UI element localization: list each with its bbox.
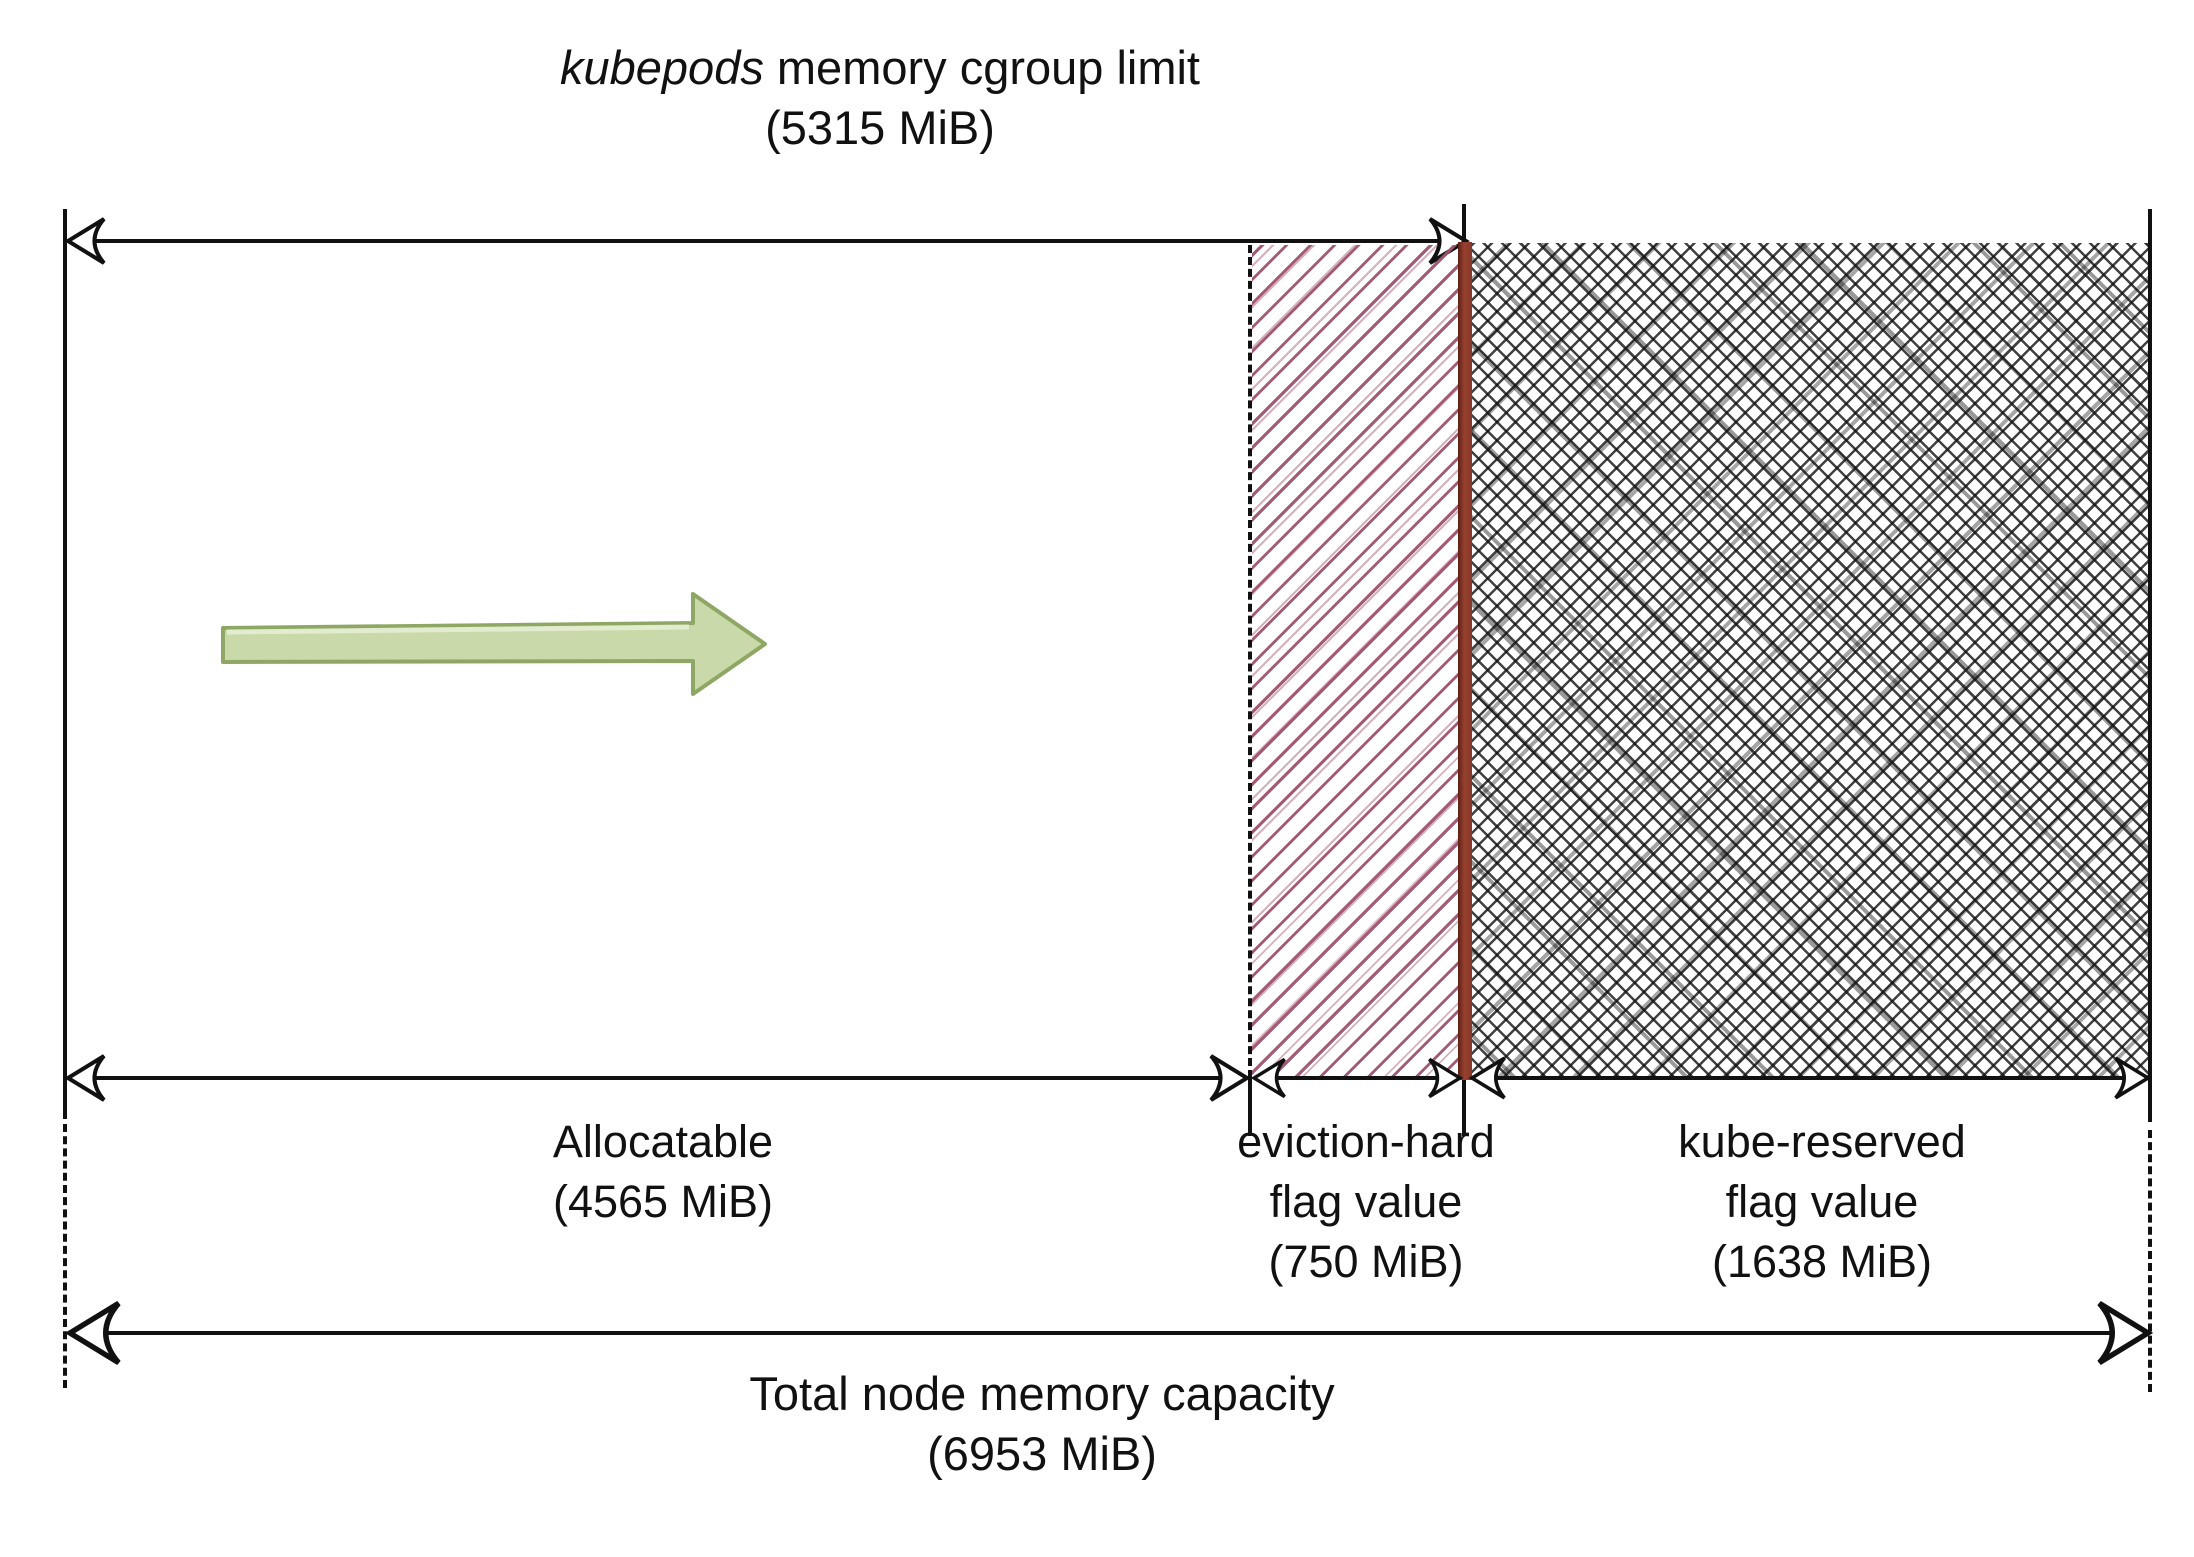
kubepods-limit-bottom-tick xyxy=(1462,1078,1466,1136)
kube-reserved-span-arrow xyxy=(1470,1056,2150,1100)
kube-reserved-label-value: (1638 MiB) xyxy=(1711,1236,1933,1287)
eviction-hard-label-value: (750 MiB) xyxy=(1268,1236,1464,1287)
eviction-threshold-dashed-line xyxy=(1248,245,1252,1078)
eviction-threshold-bottom-tick xyxy=(1248,1078,1252,1136)
kube-reserved-region xyxy=(1472,243,2148,1079)
node-right-boundary-line xyxy=(2148,209,2152,1122)
total-capacity-label-name: Total node memory capacity xyxy=(749,1367,1335,1420)
kubepods-title-rest: memory cgroup limit xyxy=(763,41,1200,94)
total-capacity-span-arrow xyxy=(40,1288,2170,1378)
total-capacity-label-value: (6953 MiB) xyxy=(927,1427,1157,1480)
allocatable-label-value: (4565 MiB) xyxy=(552,1176,774,1227)
eviction-hard-label-sub: flag value xyxy=(1269,1176,1463,1227)
eviction-hard-region xyxy=(1252,245,1458,1078)
allocatable-span-arrow xyxy=(66,1054,1249,1102)
kube-reserved-label-sub: flag value xyxy=(1725,1176,1919,1227)
kubepods-title-emphasis: kubepods xyxy=(560,41,764,94)
allocatable-label: Allocatable (4565 MiB) xyxy=(553,1112,773,1232)
kubepods-limit-value: (5315 MiB) xyxy=(765,101,995,154)
node-left-boundary-line xyxy=(63,209,67,1119)
node-left-boundary-dashed xyxy=(63,1124,67,1388)
kube-reserved-label-name: kube-reserved xyxy=(1678,1116,1966,1167)
node-right-boundary-dashed xyxy=(2148,1130,2152,1392)
kubepods-limit-line xyxy=(1458,242,1472,1080)
allocatable-label-name: Allocatable xyxy=(552,1116,774,1167)
eviction-hard-span-arrow xyxy=(1252,1057,1462,1099)
total-capacity-label: Total node memory capacity (6953 MiB) xyxy=(749,1364,1334,1484)
kubepods-limit-span-arrow xyxy=(66,217,1468,265)
kubepods-limit-title: kubepods memory cgroup limit (5315 MiB) xyxy=(560,38,1200,158)
kube-reserved-label: kube-reserved flag value (1638 MiB) xyxy=(1678,1112,1966,1292)
eviction-hard-label-name: eviction-hard xyxy=(1237,1116,1495,1167)
memory-growth-arrow-icon xyxy=(221,592,767,696)
kubepods-limit-top-tick xyxy=(1462,204,1466,246)
eviction-hard-label: eviction-hard flag value (750 MiB) xyxy=(1237,1112,1495,1292)
